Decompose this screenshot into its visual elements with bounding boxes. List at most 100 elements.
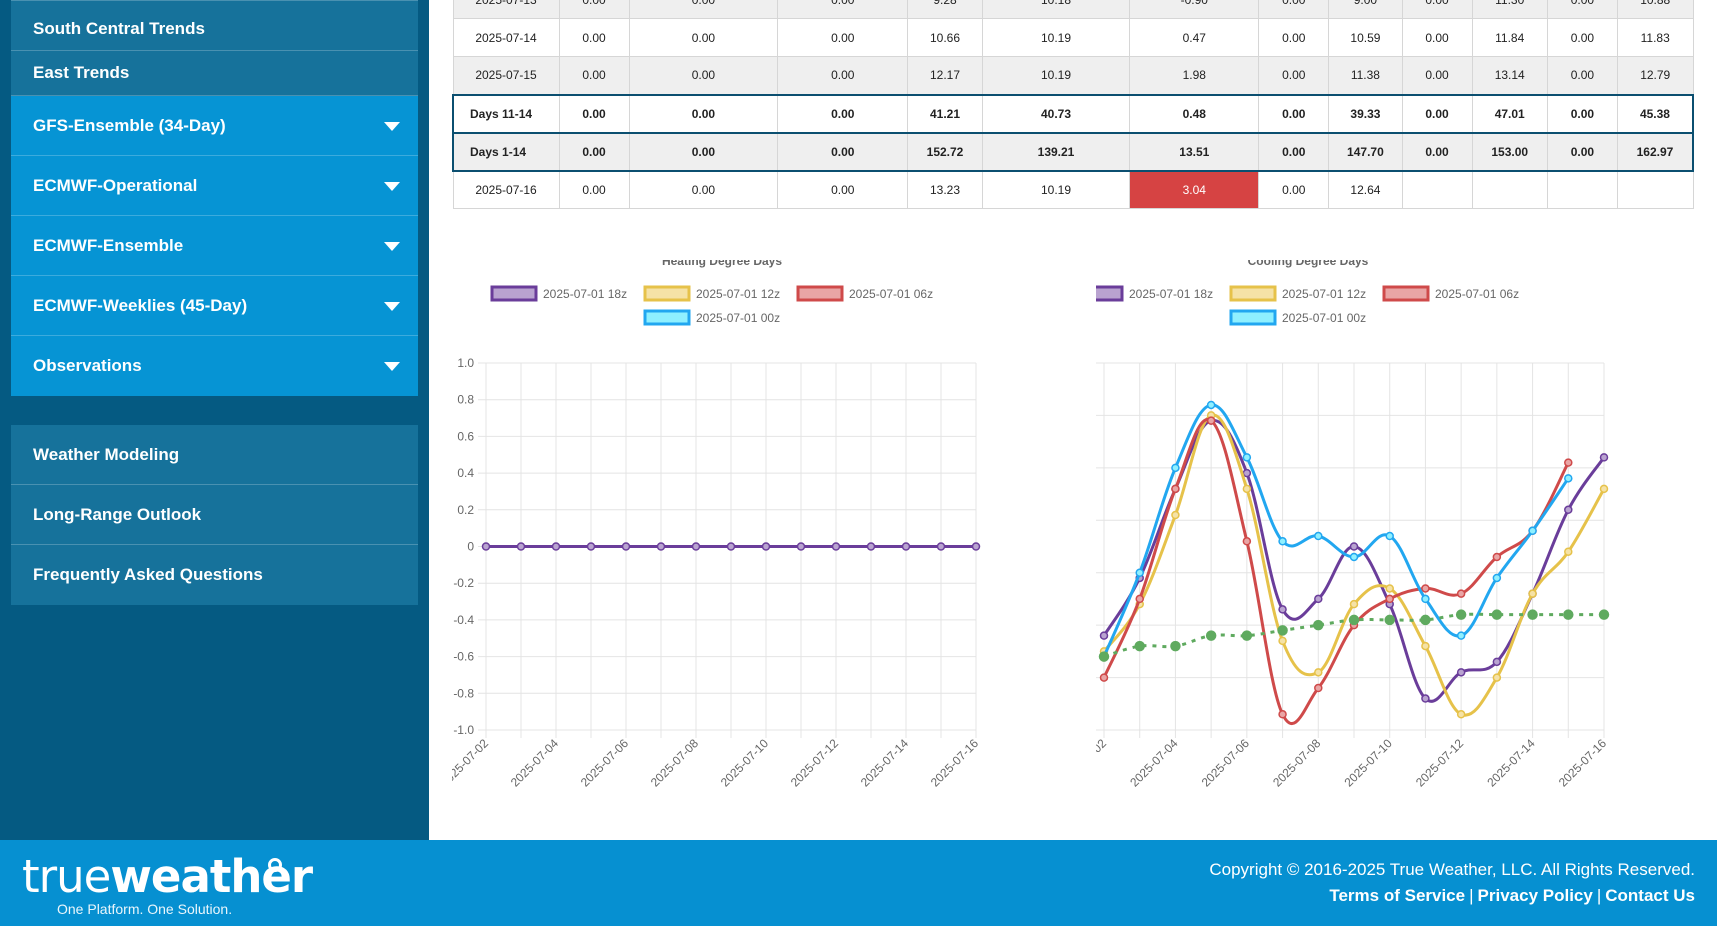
nav-item-label: Frequently Asked Questions [33,565,263,584]
data-point [551,542,561,551]
data-point [1599,453,1609,462]
models-nav-group: GFS-Ensemble (34-Day) ECMWF-Operational … [11,96,418,396]
contact-us-link[interactable]: Contact Us [1605,886,1695,905]
table-cell: 147.70 [1328,131,1403,172]
data-point [1206,416,1216,425]
x-tick-label: 2025-07-02 [1096,736,1109,790]
table-cell: 0.00 [628,93,779,134]
data-point [866,542,876,551]
data-point [1420,614,1431,626]
data-point [1349,542,1359,551]
footer: trueweather One Platform. One Solution. … [0,840,1717,926]
nav-item-east-trends[interactable]: East Trends [11,51,418,96]
nav-item-long-range-outlook[interactable]: Long-Range Outlook [11,485,418,545]
data-point [971,542,981,551]
nav-item-gfs-ensemble[interactable]: GFS-Ensemble (34-Day) [11,96,418,156]
nav-item-label: South Central Trends [33,18,205,38]
privacy-policy-link[interactable]: Privacy Policy [1477,886,1593,905]
table-cell: 13.23 [907,170,983,209]
data-point [1492,673,1502,682]
y-tick-label: 0.8 [457,393,474,407]
data-point [1598,609,1610,620]
table-cell: 0.00 [558,131,630,172]
table-cell: 153.00 [1471,131,1548,172]
chevron-down-icon[interactable] [384,362,400,371]
nav-item-label: GFS-Ensemble (34-Day) [33,115,226,135]
data-point [1492,573,1502,583]
data-point [1385,584,1394,593]
table-cell: 152.72 [907,131,983,172]
nav-item-ecmwf-operational[interactable]: ECMWF-Operational [11,156,418,216]
chevron-down-icon[interactable] [384,301,400,311]
table-cell: 40.73 [981,93,1131,134]
legend-swatch [1382,285,1430,302]
table-cell: 0.00 [1546,131,1618,172]
data-point [586,542,596,551]
data-point [1491,609,1503,620]
table-cell: 2025-07-15 [452,56,560,95]
data-point [831,542,841,551]
data-point [1242,484,1252,494]
data-point [1278,710,1287,719]
nav-item-weather-modeling[interactable]: Weather Modeling [11,425,418,485]
table-cell: 0.00 [1546,93,1618,134]
table-cell: 0.00 [558,0,630,19]
data-point [516,542,526,551]
table-cell: 0.00 [777,56,909,95]
sidebar: South Central Trends East Trends GFS-Ens… [0,0,429,840]
table-cell: 0.00 [1546,18,1618,57]
table-cell: 47.01 [1471,93,1548,134]
data-point [1421,594,1430,604]
nav-item-faq[interactable]: Frequently Asked Questions [11,545,418,605]
data-point [726,542,736,551]
table-cell: 10.19 [981,170,1131,209]
footer-links: Terms of Service | Privacy Policy | Contact … [1329,886,1695,906]
nav-item-south-central-trends[interactable]: South Central Trends [11,0,418,51]
table-cell: 0.00 [628,56,779,95]
table-cell: 0.00 [1401,0,1473,19]
nav-item-ecmwf-weeklies[interactable]: ECMWF-Weeklies (45-Day) [11,276,418,336]
nav-item-label: ECMWF-Ensemble [33,235,184,255]
terms-of-service-link[interactable]: Terms of Service [1329,886,1466,905]
table-cell: 0.00 [1546,0,1618,19]
chevron-down-icon[interactable] [384,121,400,131]
table-cell: 0.00 [628,131,779,172]
table-cell: 10.19 [981,56,1131,95]
nav-item-label: ECMWF-Operational [33,175,198,195]
data-point [1564,458,1573,467]
nav-item-ecmwf-ensemble[interactable]: ECMWF-Ensemble [11,216,418,276]
data-point [1278,636,1287,646]
table-cell: 2025-07-16 [452,170,560,209]
table-cell: 12.64 [1328,170,1403,209]
chevron-down-icon[interactable] [384,241,400,251]
data-point [1385,594,1394,604]
data-point [1241,630,1253,641]
legend-label: 2025-07-01 06z [1435,287,1519,301]
data-point [796,542,806,551]
table-cell: 13.51 [1129,131,1260,172]
data-point [1242,453,1252,462]
table-cell: 0.00 [1401,131,1473,172]
table-cell: 0.00 [1258,170,1330,209]
table-cell: 11.30 [1471,0,1548,19]
nav-item-observations[interactable]: Observations [11,336,418,396]
nav-item-label: Long-Range Outlook [33,504,202,524]
x-tick-label: 2025-07-10 [718,736,772,790]
heating-degree-days-chart: Heating Degree Days 2025-07-01 18z 2025-07… [452,260,981,790]
data-point [1348,614,1360,626]
table-cell: 13.14 [1471,56,1548,95]
table-cell: 0.48 [1129,93,1260,134]
chevron-down-icon[interactable] [384,181,400,191]
copyright-text: Copyright © 2016-2025 True Weather, LLC.… [1209,860,1695,879]
table-cell: 0.00 [1401,56,1473,95]
trueweather-logo[interactable]: trueweather [22,850,313,903]
data-point [1421,694,1430,703]
table-cell: 11.84 [1471,18,1548,57]
legend-label: 2025-07-01 18z [543,287,627,301]
data-point [1599,484,1609,494]
x-tick-label: 2025-07-14 [858,736,912,790]
x-tick-label: 2025-07-04 [508,736,562,790]
legend-swatch [643,309,691,326]
table-cell: 162.97 [1616,131,1694,172]
nav-item-label: Weather Modeling [33,444,180,464]
